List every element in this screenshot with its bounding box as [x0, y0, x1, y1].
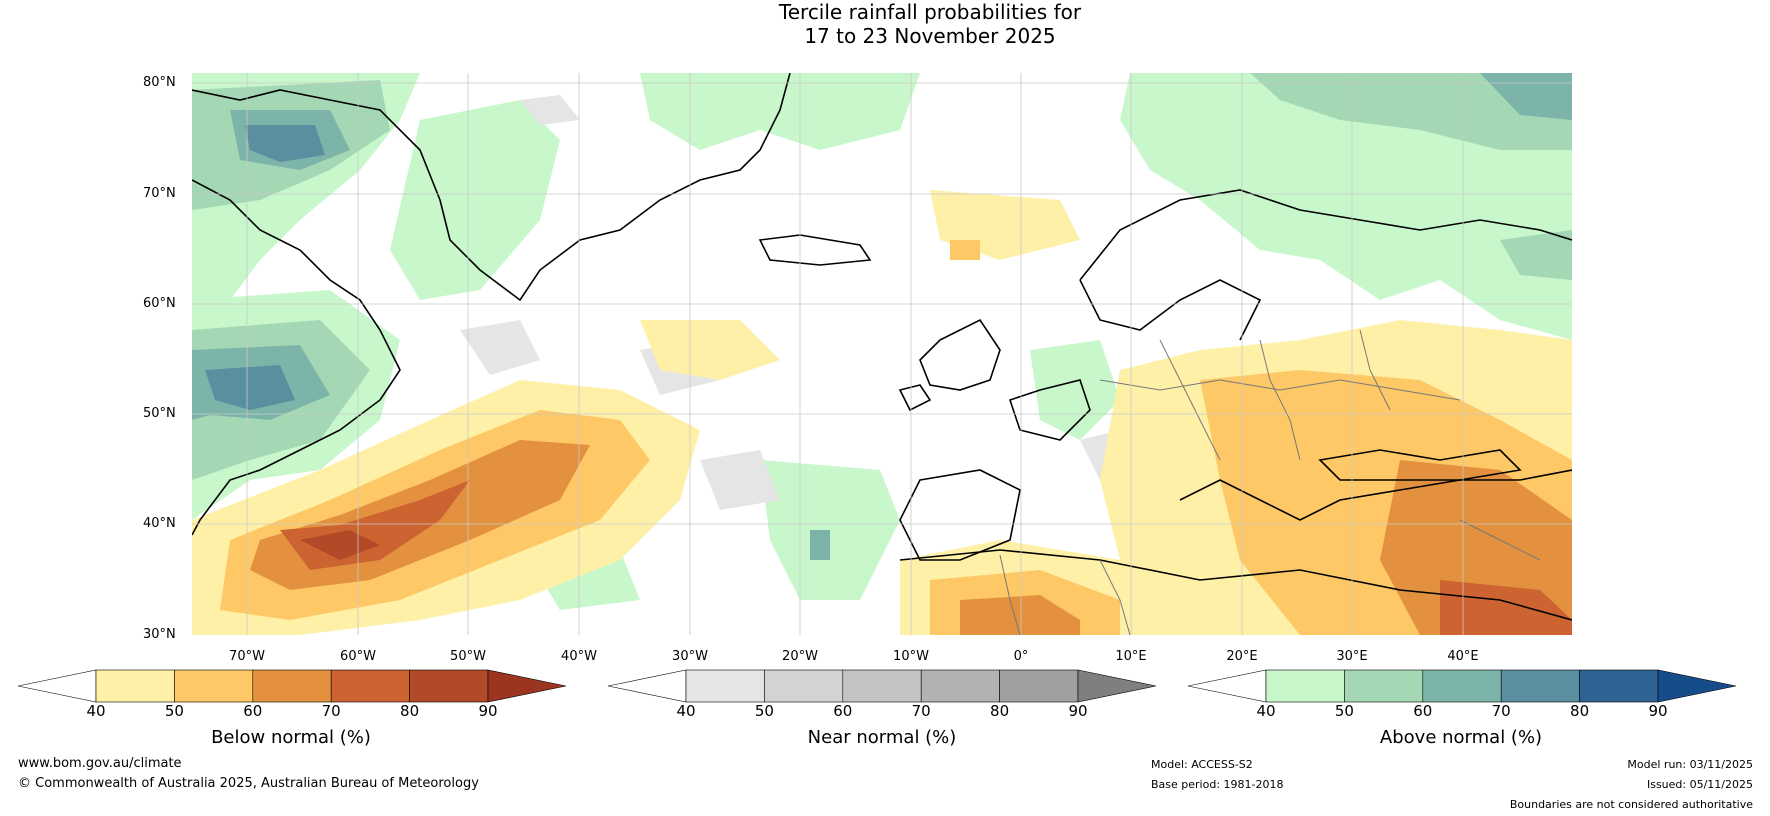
colorbar-1-tick-label: 50: [754, 702, 774, 720]
lat-label-80n: 80°N: [143, 75, 176, 90]
title-line-1: Tercile rainfall probabilities for: [778, 0, 1082, 24]
lon-label-70w: 70°W: [229, 649, 265, 664]
website-text: www.bom.gov.au/climate: [18, 756, 182, 771]
lon-label-40e: 40°E: [1447, 649, 1479, 664]
boundaries-text: Boundaries are not considered authoritat…: [1509, 798, 1753, 811]
lat-label-30n: 30°N: [143, 627, 176, 642]
graticule: [192, 73, 1572, 635]
colorbar-2-tick-label: 60: [1413, 702, 1433, 720]
colorbar-2-tick-label: 90: [1648, 702, 1668, 720]
colorbar-1-tick-label: 80: [990, 702, 1010, 720]
lon-label-20e: 20°E: [1226, 649, 1258, 664]
lon-label-10e: 10°E: [1115, 649, 1147, 664]
lon-label-20w: 20°W: [782, 649, 818, 664]
colorbar-0-tick-label: 80: [400, 702, 420, 720]
colorbar-0-tick-label: 90: [478, 702, 498, 720]
lon-label-10w: 10°W: [893, 649, 929, 664]
lon-label-50w: 50°W: [450, 649, 486, 664]
lat-label-50n: 50°N: [143, 406, 176, 421]
map-title: Tercile rainfall probabilities for 17 to…: [0, 0, 1770, 48]
above-normal-regions: [192, 73, 1572, 610]
colorbar-0-tick-label: 70: [321, 702, 341, 720]
lon-label-60w: 60°W: [340, 649, 376, 664]
below-normal-title: Below normal (%): [211, 727, 371, 748]
issued-text: Issued: 05/11/2025: [1646, 778, 1753, 791]
lon-label-30w: 30°W: [672, 649, 708, 664]
copyright-text: © Commonwealth of Australia 2025, Austra…: [18, 776, 479, 791]
coastlines: [192, 73, 1572, 621]
colorbar-0-tick-label: 60: [243, 702, 263, 720]
lon-label-30e: 30°E: [1336, 649, 1368, 664]
title-line-2: 17 to 23 November 2025: [804, 24, 1056, 48]
lat-label-70n: 70°N: [143, 186, 176, 201]
colorbar-2-tick-label: 40: [1256, 702, 1276, 720]
colorbar-1-tick-label: 40: [676, 702, 696, 720]
colorbar-1-tick-label: 70: [911, 702, 931, 720]
above-normal-title: Above normal (%): [1379, 727, 1543, 748]
colorbar-2-tick-label: 50: [1334, 702, 1354, 720]
colorbar-1-tick-label: 90: [1068, 702, 1088, 720]
colorbar-0-tick-label: 40: [86, 702, 106, 720]
near-normal-title: Near normal (%): [807, 727, 957, 748]
lon-label-40w: 40°W: [561, 649, 597, 664]
colorbar-1-tick-label: 60: [833, 702, 853, 720]
base-period-text: Base period: 1981-2018: [1151, 778, 1284, 791]
model-text: Model: ACCESS-S2: [1151, 758, 1253, 771]
colorbar-0-tick-label: 50: [164, 702, 184, 720]
lat-label-40n: 40°N: [143, 516, 176, 531]
country-borders: [999, 329, 1541, 635]
lat-label-60n: 60°N: [143, 296, 176, 311]
colorbar-2-tick-label: 80: [1570, 702, 1590, 720]
model-run-text: Model run: 03/11/2025: [1627, 758, 1753, 771]
lon-label-0: 0°: [1013, 649, 1029, 664]
colorbar-2-tick-label: 70: [1491, 702, 1511, 720]
